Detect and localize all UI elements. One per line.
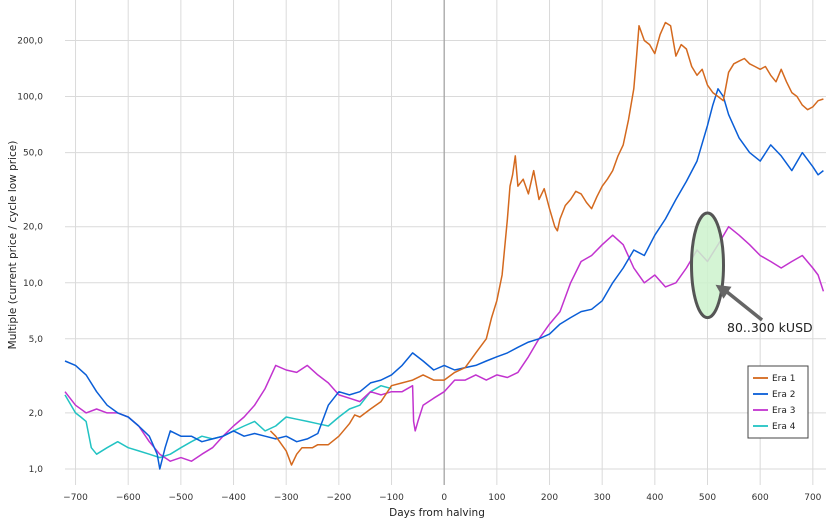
x-tick-label: 200: [541, 493, 558, 503]
annotation-arrowhead: [715, 284, 732, 299]
x-tick-label: −100: [379, 493, 404, 503]
series-line-era-2: [64, 88, 824, 470]
annotation-label: 80..300 kUSD: [727, 320, 813, 335]
x-tick-label: 600: [752, 493, 769, 503]
tick-labels: −700 −600 −500 −400 −300 −200 −100 0 100 200 300 40…: [17, 36, 821, 503]
y-tick-label: 200,0: [17, 36, 43, 46]
x-tick-label: −400: [221, 493, 246, 503]
y-tick-label: 5,0: [29, 335, 44, 345]
x-tick-label: 0: [441, 493, 447, 503]
x-tick-label: 400: [646, 493, 663, 503]
y-tick-label: 10,0: [23, 279, 43, 289]
x-tick-label: −700: [63, 493, 88, 503]
x-axis-title: Days from halving: [389, 507, 485, 519]
y-tick-label: 1,0: [29, 465, 44, 475]
x-tick-label: 500: [699, 493, 716, 503]
annotation-arrow: [724, 289, 764, 322]
x-tick-label: −500: [168, 493, 193, 503]
y-tick-label: 20,0: [23, 223, 43, 233]
annotations: 80..300 kUSD: [690, 211, 813, 335]
x-tick-label: −200: [326, 493, 351, 503]
legend-entry-label: Era 3: [772, 406, 796, 416]
y-tick-label: 50,0: [23, 149, 43, 159]
x-tick-label: −300: [274, 493, 299, 503]
series-line-era-1: [269, 21, 824, 466]
y-tick-label: 100,0: [17, 93, 43, 103]
x-tick-label: 100: [488, 493, 505, 503]
y-tick-label: 2,0: [29, 409, 44, 419]
legend-entry-label: Era 1: [772, 374, 796, 384]
highlight-ellipse: [690, 211, 726, 320]
x-tick-label: 700: [804, 493, 821, 503]
x-tick-label: 300: [594, 493, 611, 503]
series-lines: [64, 21, 825, 470]
legend-entry-label: Era 4: [772, 422, 796, 432]
legend-entry-label: Era 2: [772, 390, 796, 400]
y-axis-title: Multiple (current price / cycle low pric…: [7, 141, 19, 350]
x-tick-label: −600: [116, 493, 141, 503]
legend: Era 1 Era 2 Era 3 Era 4: [747, 365, 809, 439]
